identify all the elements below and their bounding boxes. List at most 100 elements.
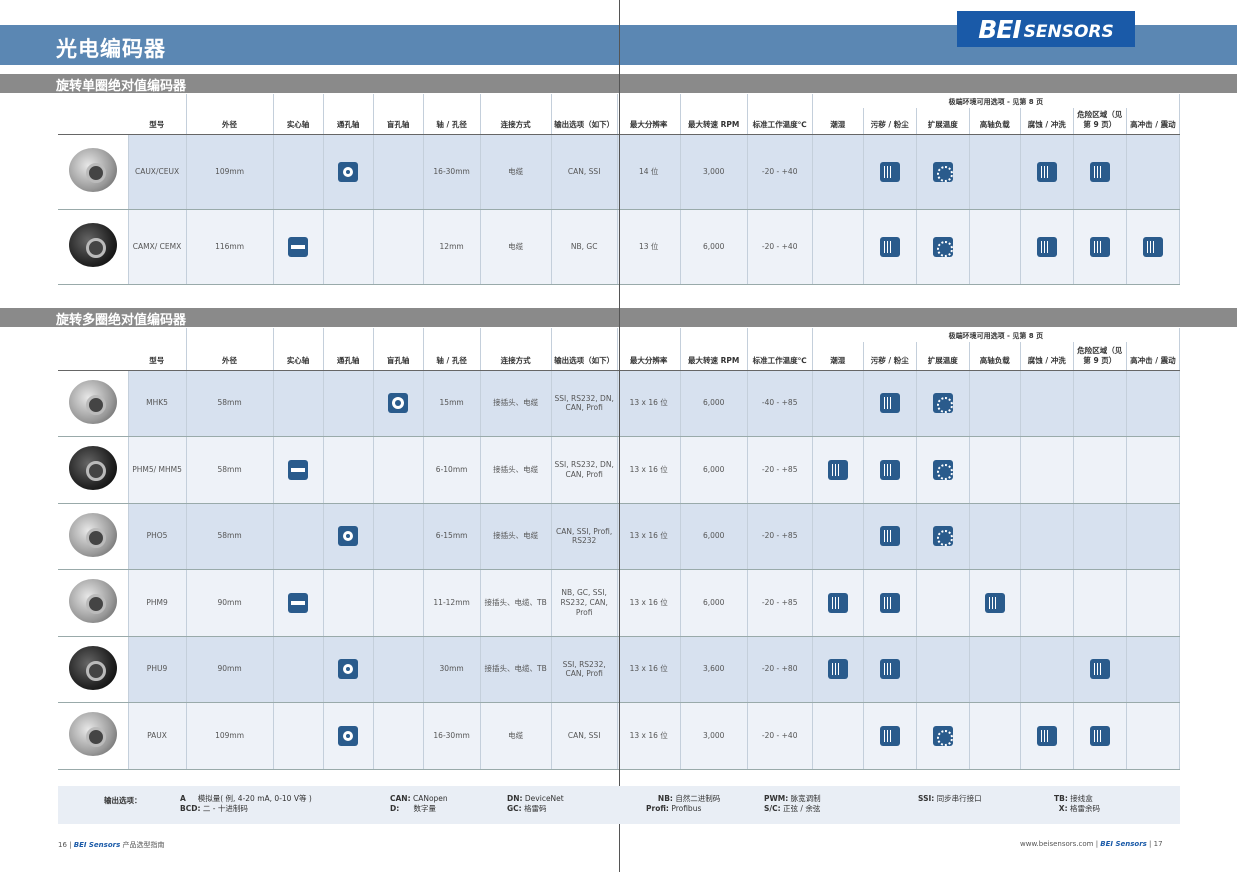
env-option-cell	[1126, 569, 1181, 637]
env-option-cell	[969, 569, 1021, 637]
bore-cell: 6-10mm	[423, 436, 481, 504]
hollow-cell	[323, 569, 374, 637]
env-option-cell	[863, 436, 917, 504]
output-options-legend: 输出选项： A 模拟量( 例, 4-20 mA, 0-10 V等 ) BCD: …	[58, 786, 1180, 824]
env-option-cell	[812, 503, 864, 570]
env-option-cell	[1126, 370, 1181, 437]
resolution-cell: 13 x 16 位	[617, 503, 681, 570]
output-cell: CAN, SSI	[551, 702, 618, 770]
diameter-cell: 90mm	[186, 636, 274, 703]
section-title-single-turn: 旋转单圈绝对值编码器	[56, 79, 187, 94]
column-header: 危险区域（见第 9 页）	[1073, 342, 1127, 371]
resolution-cell: 13 x 16 位	[617, 636, 681, 703]
column-header: 腐蚀 / 冲洗	[1020, 108, 1074, 135]
temperature-cell: -20 - +40	[747, 209, 813, 285]
env-option-cell	[863, 209, 917, 285]
hollow-shaft-icon	[338, 725, 359, 746]
env-option-cell	[1073, 503, 1127, 570]
column-header: 高轴负载	[969, 342, 1021, 371]
connection-cell: 接插头、电缆、TB	[480, 636, 552, 703]
column-header: 通孔轴	[323, 108, 374, 135]
env-option-cell	[1020, 209, 1074, 285]
hollow-shaft-icon	[338, 659, 359, 680]
output-cell: CAN, SSI, Profi, RS232	[551, 503, 618, 570]
column-header: 连接方式	[480, 108, 552, 135]
legend-tb-x: TB: 接线盒 X: 格雷余码	[1054, 794, 1100, 814]
env-option-cell	[916, 503, 970, 570]
page-fold-divider	[619, 0, 620, 872]
extended-temp-icon	[932, 459, 953, 480]
hollow-cell	[323, 636, 374, 703]
encoder-image	[68, 712, 117, 757]
env-option-cell	[916, 569, 970, 637]
connection-cell: 接插头、电缆	[480, 370, 552, 437]
encoder-photo	[58, 636, 129, 703]
column-header: 高冲击 / 震动	[1126, 342, 1181, 371]
model-cell: PAUX	[128, 702, 187, 770]
env-option-cell	[863, 636, 917, 703]
env-option-cell	[1073, 209, 1127, 285]
encoder-photo	[58, 209, 129, 285]
legend-dn-gc: DN: DeviceNet GC: 格雷码	[507, 794, 564, 814]
solid-shaft-icon	[288, 592, 309, 613]
table-row: PHM5/ MHM5 58mm 6-10mm 接插头、电缆 SSI, RS232, DN…	[58, 436, 1181, 504]
column-header: 最大分辨率	[617, 108, 681, 135]
legend-label: 输出选项：	[104, 796, 142, 805]
connection-cell: 电缆	[480, 702, 552, 770]
dust-icon	[879, 526, 900, 547]
model-cell: PHO5	[128, 503, 187, 570]
blind-cell	[373, 209, 424, 285]
column-header: 型号	[128, 342, 187, 371]
legend-pwm-sc: PWM: 脉宽调制 S/C: 正弦 / 余弦	[764, 794, 821, 814]
table-row: CAUX/CEUX 109mm 16-30mm 电缆 CAN, SSI 14 位 3,000…	[58, 134, 1181, 210]
column-header: 标准工作温度℃	[747, 108, 813, 135]
env-option-cell	[969, 702, 1021, 770]
washdown-icon	[1036, 161, 1057, 182]
shaft-cell	[273, 569, 324, 637]
encoder-photo	[58, 370, 129, 437]
env-option-cell	[863, 702, 917, 770]
env-option-cell	[916, 209, 970, 285]
page-title: 光电编码器	[56, 37, 166, 61]
temperature-cell: -20 - +80	[747, 636, 813, 703]
model-cell: MHK5	[128, 370, 187, 437]
env-option-cell	[1020, 503, 1074, 570]
model-cell: CAMX/ CEMX	[128, 209, 187, 285]
env-option-cell	[969, 209, 1021, 285]
temperature-cell: -20 - +85	[747, 436, 813, 504]
multi-turn-table: 极端环境可用选项 - 见第 8 页型号 外径 实心轴 通孔轴 盲孔轴轴 / 孔径 连接方式…	[58, 328, 1181, 770]
column-header: 实心轴	[273, 342, 324, 371]
column-header: 实心轴	[273, 108, 324, 135]
env-option-cell	[1126, 503, 1181, 570]
env-option-cell	[916, 636, 970, 703]
column-header: 潮湿	[812, 342, 864, 371]
hazardous-area-icon	[1089, 725, 1110, 746]
table-row: PAUX 109mm 16-30mm 电缆 CAN, SSI 13 x 16 位 3,000…	[58, 702, 1181, 770]
hollow-cell	[323, 503, 374, 570]
env-option-cell	[1020, 436, 1074, 504]
connection-cell: 电缆	[480, 134, 552, 210]
column-header: 轴 / 孔径	[423, 108, 481, 135]
encoder-image	[68, 446, 117, 491]
env-option-cell	[812, 134, 864, 210]
env-options-header: 极端环境可用选项 - 见第 8 页	[812, 328, 1181, 342]
connection-cell: 接插头、电缆	[480, 436, 552, 504]
env-option-cell	[1073, 702, 1127, 770]
temperature-cell: -20 - +40	[747, 134, 813, 210]
resolution-cell: 13 x 16 位	[617, 702, 681, 770]
encoder-image	[68, 579, 117, 624]
hazardous-area-icon	[1089, 161, 1110, 182]
extended-temp-icon	[932, 725, 953, 746]
blind-cell	[373, 370, 424, 437]
footer-left: 16 | BEI Sensors 产品选型指南	[58, 841, 165, 849]
env-option-cell	[969, 134, 1021, 210]
legend-can-d: CAN: CANopen D: 数字量	[390, 794, 448, 814]
env-option-cell	[916, 436, 970, 504]
shaft-cell	[273, 636, 324, 703]
env-option-cell	[863, 503, 917, 570]
env-option-cell	[969, 636, 1021, 703]
footer-right: www.beisensors.com | BEI Sensors | 17	[1020, 840, 1163, 848]
shaft-cell	[273, 436, 324, 504]
env-option-cell	[1073, 436, 1127, 504]
column-header: 高冲击 / 震动	[1126, 108, 1181, 135]
